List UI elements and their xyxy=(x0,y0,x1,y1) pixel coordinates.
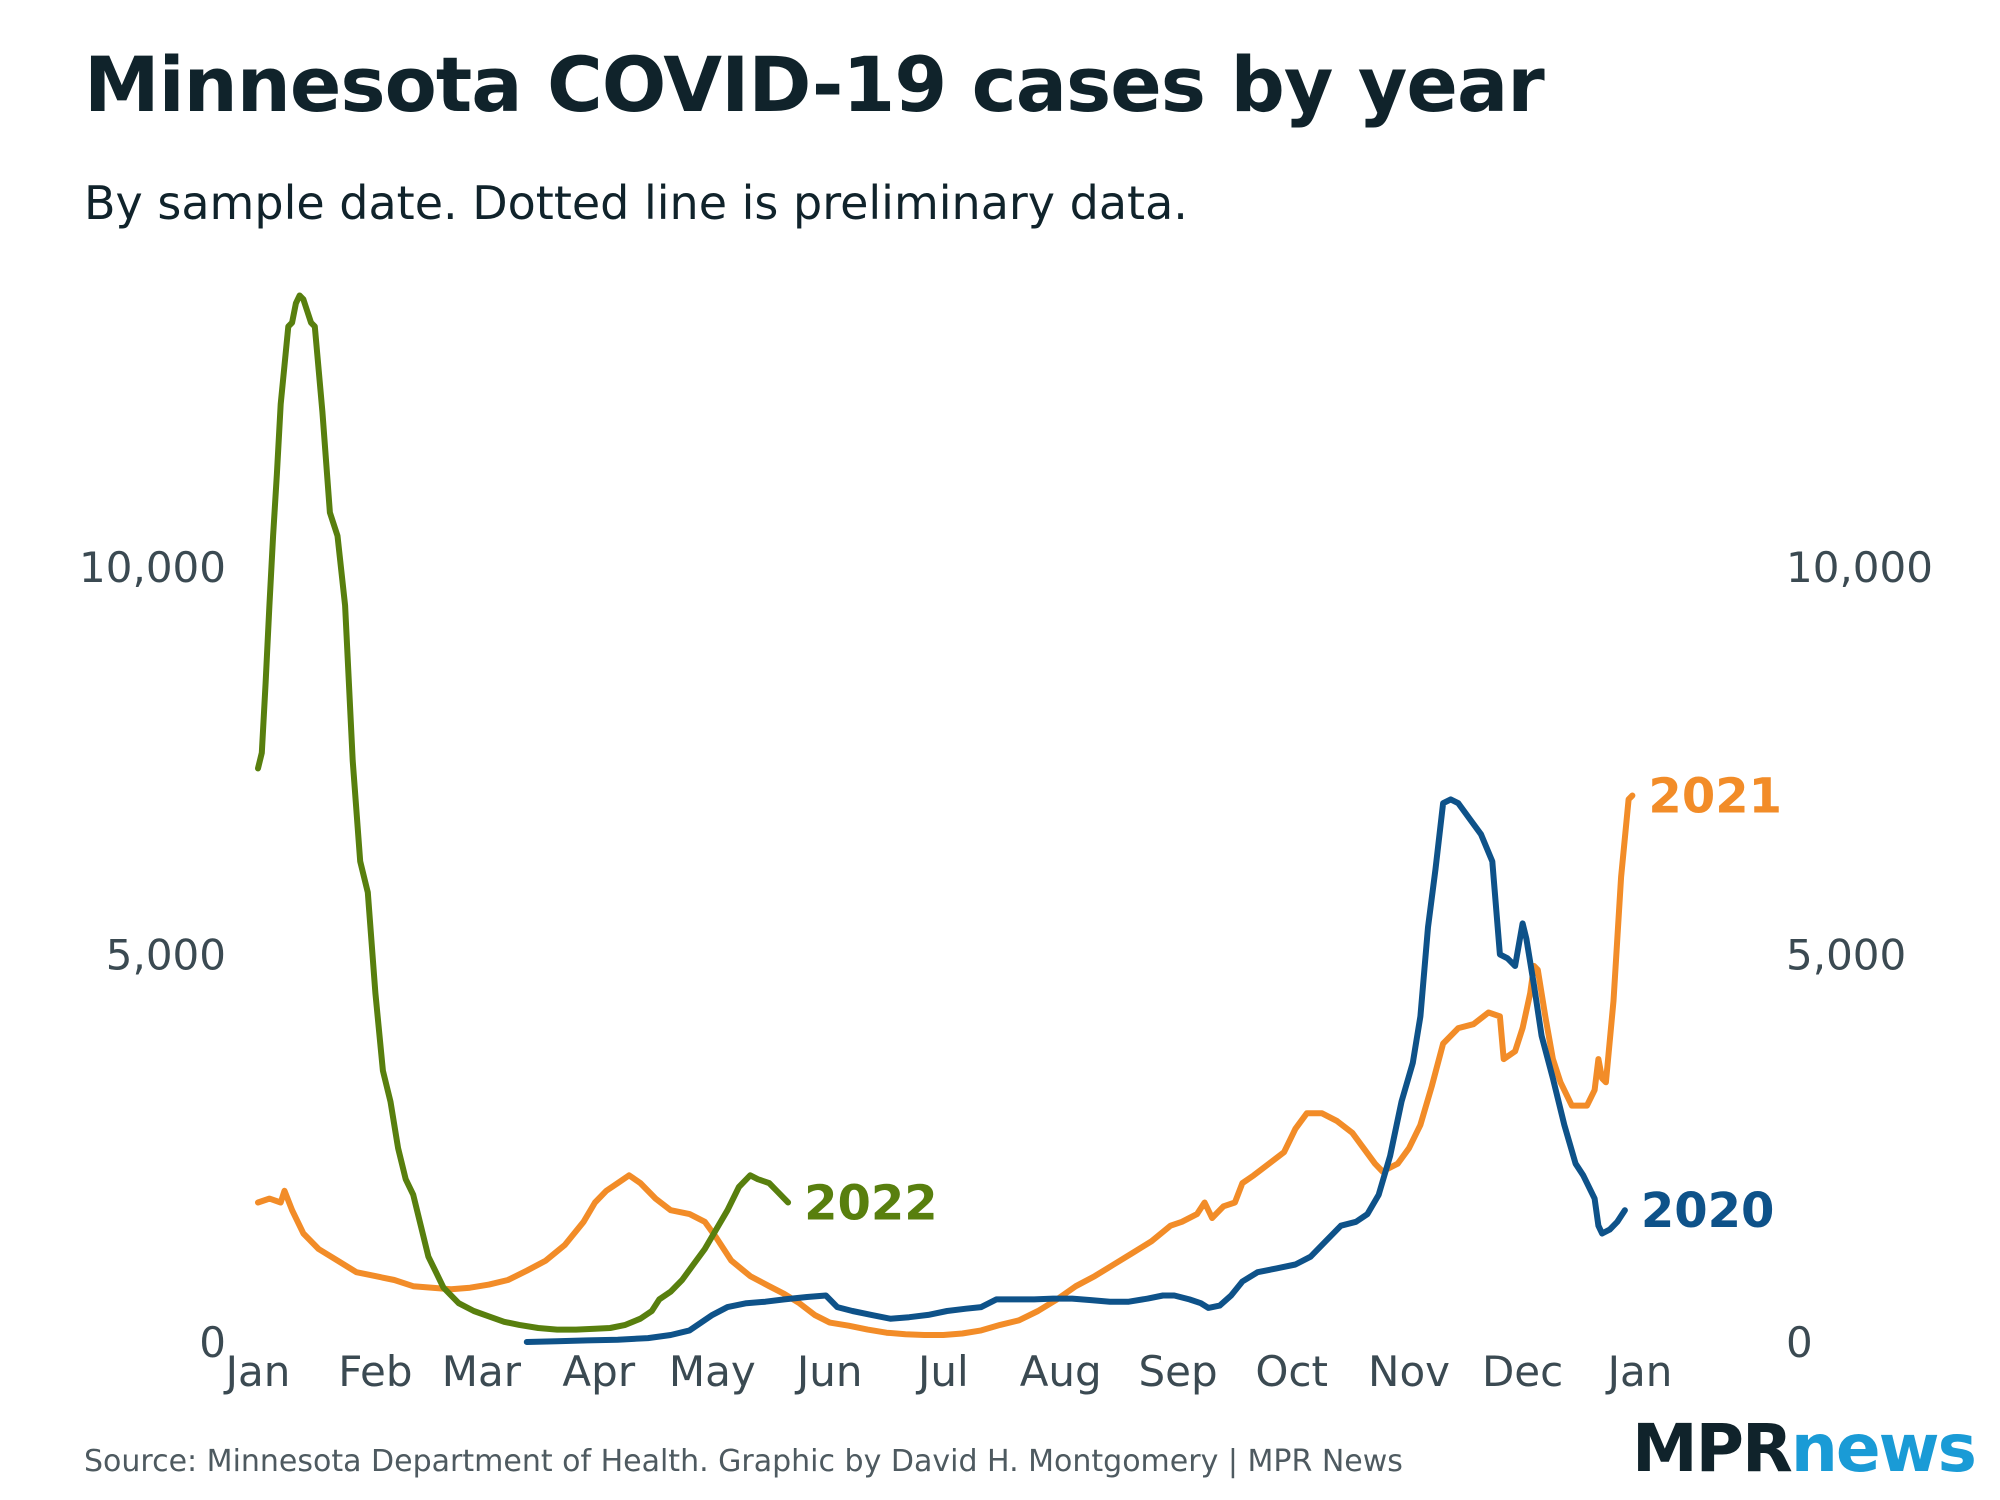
logo-news-text: news xyxy=(1790,1410,1977,1487)
x-axis: Jan Feb Mar Apr May Jun Jul Aug Sep Oct Nov Dec Jan xyxy=(223,1347,1673,1396)
y-tick-label-left: 10,000 xyxy=(79,543,226,592)
y-tick-label-right: 10,000 xyxy=(1786,543,1933,592)
y-tick-label-right: 5,000 xyxy=(1786,930,1906,979)
x-tick-label: Jan xyxy=(223,1347,291,1396)
series-line-2020 xyxy=(523,796,1628,1345)
mpr-news-logo: MPRnews xyxy=(1632,1416,1977,1482)
x-tick-label: Sep xyxy=(1138,1347,1217,1396)
source-note: Source: Minnesota Department of Health. … xyxy=(84,1444,1403,1479)
x-tick-label: May xyxy=(669,1347,756,1396)
x-tick-label: Mar xyxy=(442,1347,522,1396)
y-tick-label-left: 5,000 xyxy=(106,930,226,979)
series-label-2020: 2020 xyxy=(1641,1183,1775,1239)
series-label-2022: 2022 xyxy=(804,1175,938,1231)
y-axis-right: 0 5,000 10,000 xyxy=(1786,543,1933,1367)
series-labels: 2022 2021 2020 xyxy=(804,768,1782,1239)
x-tick-label: Dec xyxy=(1482,1347,1563,1396)
line-chart: Jan Feb Mar Apr May Jun Jul Aug Sep Oct Nov Dec Jan … xyxy=(79,292,1933,1396)
x-tick-label: Jul xyxy=(915,1347,969,1396)
x-tick-label: Oct xyxy=(1255,1347,1328,1396)
x-tick-label: Aug xyxy=(1020,1347,1102,1396)
series-label-2021: 2021 xyxy=(1648,768,1782,824)
series-line-2021 xyxy=(255,792,1636,1338)
x-tick-label: Jan xyxy=(1605,1347,1673,1396)
y-axis-left: 0 5,000 10,000 xyxy=(79,543,226,1367)
chart-title: Minnesota COVID-19 cases by year xyxy=(84,40,1545,129)
x-tick-label: Feb xyxy=(338,1347,412,1396)
series-lines xyxy=(255,292,1636,1345)
y-tick-label-left: 0 xyxy=(199,1318,226,1367)
x-tick-label: Apr xyxy=(562,1347,635,1396)
x-tick-label: Jun xyxy=(794,1347,863,1396)
logo-mpr-text: MPR xyxy=(1632,1410,1793,1487)
series-line-2022 xyxy=(255,292,792,1333)
y-tick-label-right: 0 xyxy=(1786,1318,1813,1367)
x-tick-label: Nov xyxy=(1368,1347,1450,1396)
chart-subtitle: By sample date. Dotted line is prelimina… xyxy=(84,176,1188,230)
